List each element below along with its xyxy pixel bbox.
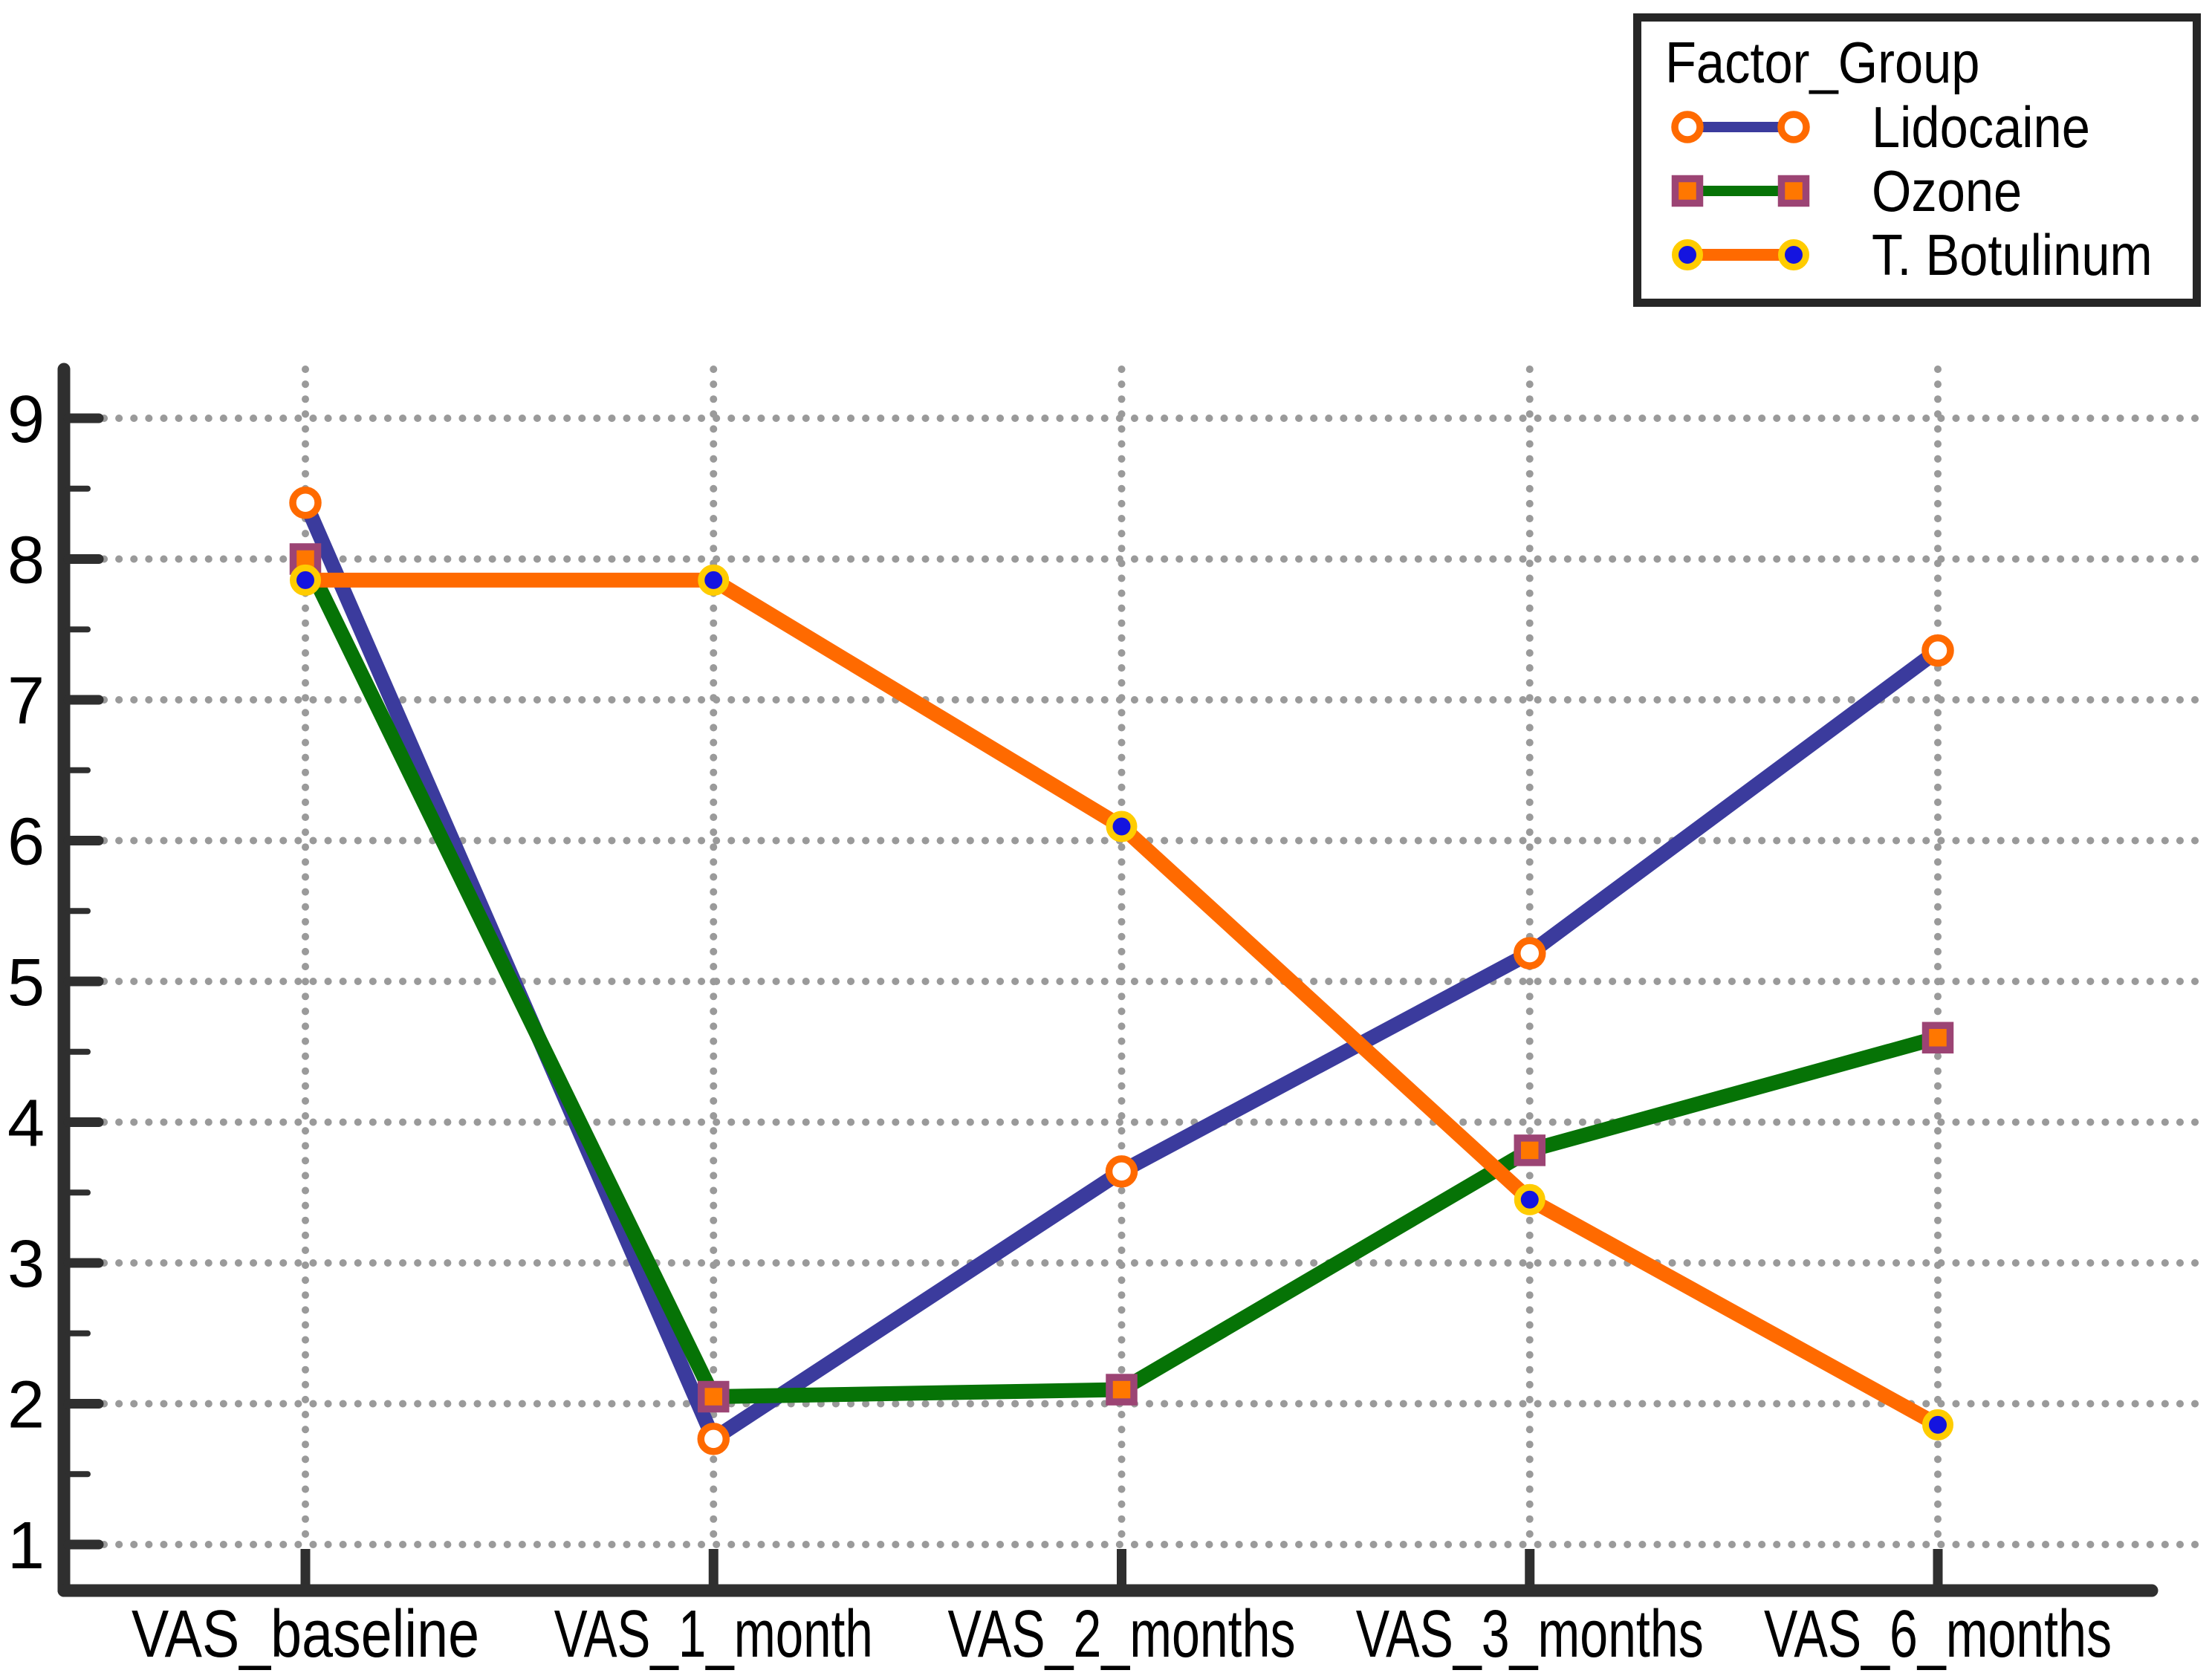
x-category-label-vas-3-months: VAS_3_months (1356, 1597, 1704, 1672)
legend-marker-t-botulinum-right (1778, 239, 1809, 271)
data-point-t-botulinum-vas-baseline (290, 564, 321, 596)
legend-swatch-lidocaine-icon (1671, 111, 1810, 144)
legend-item-lidocaine: Lidocaine (1665, 94, 2193, 160)
legend-title: Factor_Group (1665, 30, 1980, 95)
legend-item-t-botulinum: T. Botulinum (1665, 221, 2193, 288)
y-tick-label-7: 7 (7, 664, 45, 738)
legend-swatch-ozone-icon (1671, 175, 1810, 207)
legend-label-ozone: Ozone (1872, 157, 2023, 224)
legend-label-lidocaine: Lidocaine (1872, 94, 2090, 160)
data-point-ozone-vas-6-months (1921, 1021, 1954, 1054)
x-category-label-vas-1-month: VAS_1_month (554, 1597, 873, 1672)
y-tick-label-4: 4 (7, 1087, 45, 1161)
x-category-label-vas-6-months: VAS_6_months (1764, 1597, 2112, 1672)
data-point-t-botulinum-vas-6-months (1922, 1409, 1953, 1440)
y-tick-label-2: 2 (7, 1368, 45, 1443)
data-point-ozone-vas-1-month (698, 1380, 730, 1413)
y-tick-label-6: 6 (7, 805, 45, 880)
legend-item-ozone: Ozone (1665, 157, 2193, 224)
legend-marker-lidocaine-right (1777, 111, 1810, 144)
data-point-t-botulinum-vas-1-month (698, 564, 730, 596)
x-category-label-vas-2-months: VAS_2_months (948, 1597, 1296, 1672)
y-tick-label-3: 3 (7, 1227, 45, 1302)
data-point-ozone-vas-3-months (1514, 1134, 1546, 1166)
y-tick-label-9: 9 (7, 383, 45, 457)
y-tick-label-5: 5 (7, 946, 45, 1020)
data-point-lidocaine-vas-baseline (289, 486, 322, 519)
data-point-t-botulinum-vas-2-months (1106, 811, 1138, 842)
legend-box: Factor_Group Lidocaine Ozone T. Botulinu… (1633, 13, 2201, 308)
y-tick-label-1: 1 (7, 1509, 45, 1583)
data-point-ozone-vas-2-months (1106, 1374, 1138, 1406)
legend-marker-lidocaine-left (1671, 111, 1704, 144)
legend-marker-ozone-right (1777, 175, 1810, 207)
data-point-lidocaine-vas-6-months (1921, 634, 1954, 667)
data-point-t-botulinum-vas-3-months (1514, 1183, 1546, 1215)
y-tick-label-8: 8 (7, 524, 45, 598)
legend-marker-t-botulinum-left (1672, 239, 1703, 271)
data-point-lidocaine-vas-1-month (697, 1423, 730, 1455)
legend-swatch-t-botulinum-icon (1672, 239, 1809, 271)
legend-marker-ozone-left (1671, 175, 1704, 207)
legend-label-t-botulinum: T. Botulinum (1872, 221, 2153, 288)
data-point-lidocaine-vas-2-months (1105, 1155, 1138, 1188)
data-point-lidocaine-vas-3-months (1514, 937, 1546, 969)
x-category-label-vas-baseline: VAS_baseline (132, 1597, 479, 1672)
